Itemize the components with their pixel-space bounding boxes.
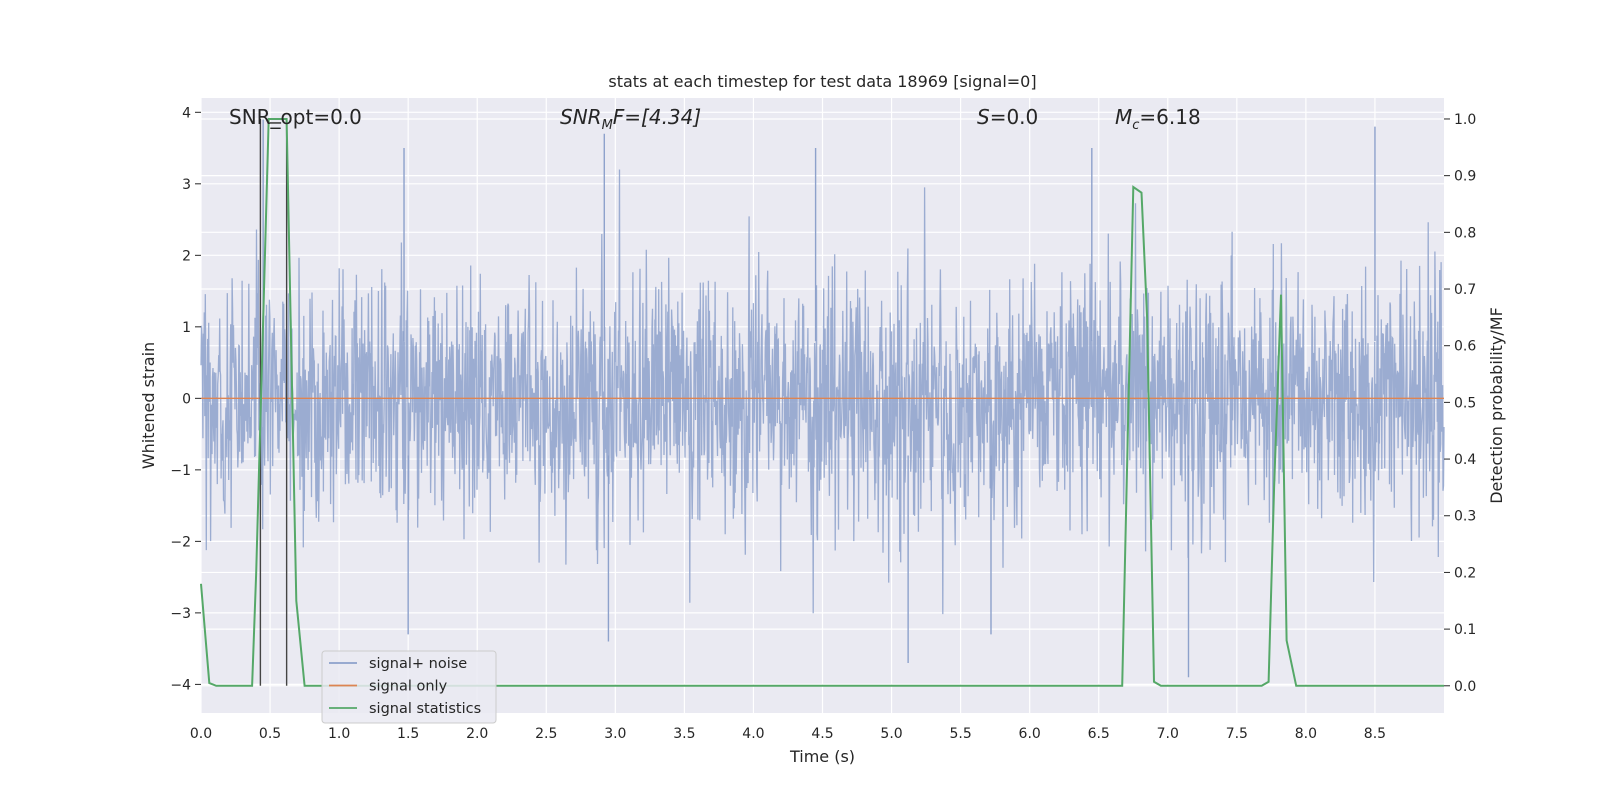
legend: signal+ noise signal only signal statist…: [321, 650, 497, 724]
annotation-mc-symbol: M: [1115, 105, 1132, 129]
x-axis-ticks: 0.0 0.5 1.0 1.5 2.0 2.5 3.0 3.5 4.0 4.5 5.0 5.5 6.0 6…: [190, 726, 1386, 742]
y-right-tick-label: 0.8: [1454, 225, 1476, 241]
y-tick-label: 4: [182, 105, 191, 121]
left-axis-ticks: 4 3 2 1 0 −1 −2 −3 −4: [170, 105, 201, 693]
y-tick-label: −4: [170, 677, 191, 693]
x-tick-label: 2.5: [535, 726, 557, 742]
x-tick-label: 3.0: [604, 726, 626, 742]
x-tick-label: 8.0: [1295, 726, 1317, 742]
right-axis-ticks: 1.0 0.9 0.8 0.7 0.6 0.5 0.4 0.3 0.2 0.1 0.0: [1444, 112, 1476, 695]
x-axis-label: Time (s): [789, 747, 855, 766]
x-tick-label: 4.5: [811, 726, 833, 742]
series-layer: [200, 118, 1445, 687]
y-right-tick-label: 0.6: [1454, 339, 1476, 355]
y-right-tick-label: 0.2: [1454, 565, 1476, 581]
y-tick-label: 1: [182, 320, 191, 336]
x-tick-label: 1.0: [328, 726, 350, 742]
x-tick-label: 5.5: [949, 726, 971, 742]
annotation-snr-mf-symbol: SNR: [560, 105, 602, 129]
legend-label-signal-statistics: signal statistics: [369, 701, 481, 717]
annotation-snr-opt: SNR_opt=0.0: [229, 105, 362, 129]
annotation-mc-subscript: c: [1132, 118, 1139, 133]
y-right-tick-label: 0.0: [1454, 679, 1476, 695]
legend-label-signal-noise: signal+ noise: [369, 656, 467, 672]
annotation-snr-mf-subscript: M: [602, 118, 613, 133]
x-tick-label: 7.5: [1226, 726, 1248, 742]
x-tick-label: 0.5: [259, 726, 281, 742]
chart-title: stats at each timestep for test data 189…: [608, 72, 1036, 91]
y-right-tick-label: 0.9: [1454, 169, 1476, 185]
annotation-mc: Mc=6.18: [1115, 105, 1201, 133]
legend-label-signal-only: signal only: [369, 679, 448, 695]
x-tick-label: 7.0: [1157, 726, 1179, 742]
y-tick-label: 2: [182, 248, 191, 264]
y-axis-label: Whitened strain: [139, 342, 158, 469]
annotation-snr-mf-value: F=[4.34]: [613, 105, 701, 129]
x-tick-label: 3.5: [673, 726, 695, 742]
annotation-s-symbol: S: [977, 105, 990, 129]
legend-frame: [321, 650, 497, 724]
y-right-tick-label: 0.3: [1454, 509, 1476, 525]
x-tick-label: 4.0: [742, 726, 764, 742]
y-right-tick-label: 0.4: [1454, 452, 1476, 468]
y-right-tick-label: 0.5: [1454, 395, 1476, 411]
x-tick-label: 1.5: [397, 726, 419, 742]
annotation-mc-value: =6.18: [1139, 105, 1200, 129]
x-tick-label: 0.0: [190, 726, 212, 742]
y-tick-label: 0: [182, 391, 191, 407]
y-tick-label: −3: [170, 606, 191, 622]
x-tick-label: 6.5: [1088, 726, 1110, 742]
x-tick-label: 6.0: [1019, 726, 1041, 742]
annotation-s: S=0.0: [977, 105, 1038, 129]
x-tick-label: 5.0: [880, 726, 902, 742]
y-tick-label: −2: [170, 534, 191, 550]
y-tick-label: −1: [170, 463, 191, 479]
x-tick-label: 8.5: [1364, 726, 1386, 742]
y-right-tick-label: 1.0: [1454, 112, 1476, 128]
y-right-tick-label: 0.1: [1454, 622, 1476, 638]
y-right-tick-label: 0.7: [1454, 282, 1476, 298]
y-tick-label: 3: [182, 177, 191, 193]
x-tick-label: 2.0: [466, 726, 488, 742]
annotation-s-value: =0.0: [990, 105, 1039, 129]
annotation-snr-mf: SNRMF=[4.34]: [560, 105, 701, 133]
y-axis-label-right: Detection probability/MF: [1487, 307, 1506, 504]
series-signal-statistics-line: [200, 118, 1444, 687]
